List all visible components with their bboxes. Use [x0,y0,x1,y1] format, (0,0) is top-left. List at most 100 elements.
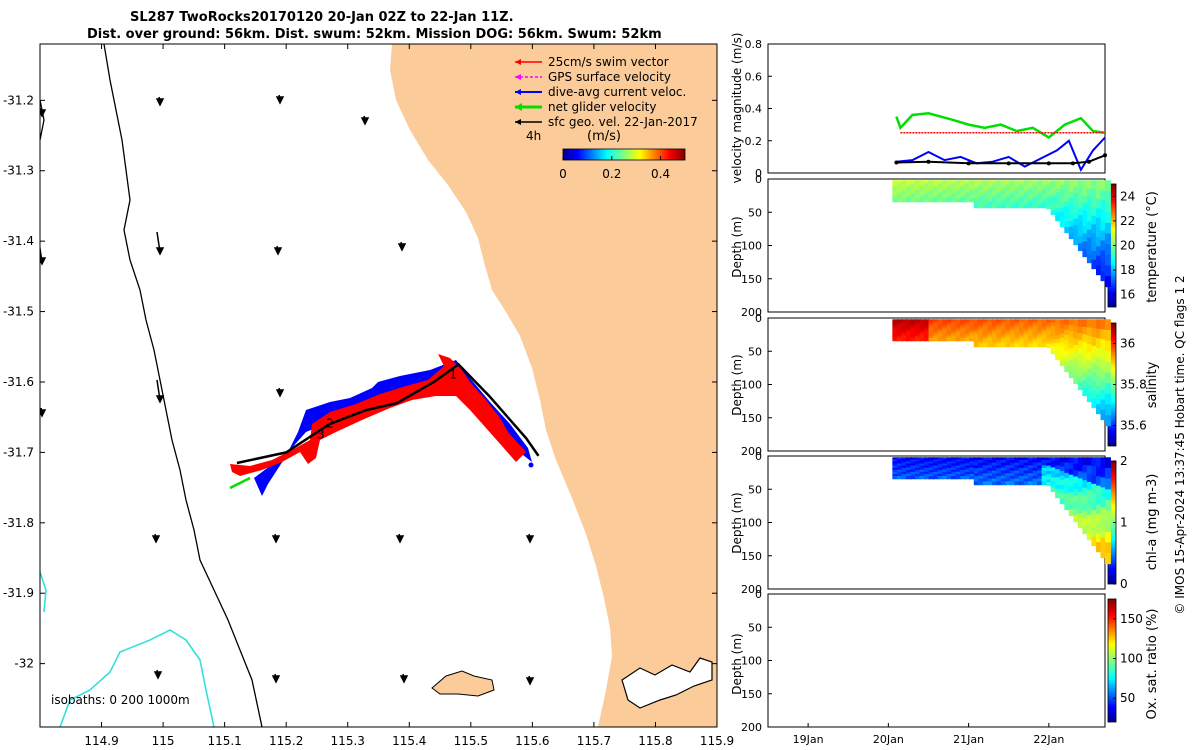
section-cell [1028,193,1035,198]
section-cell [1096,357,1102,367]
section-cell [915,459,921,463]
section-cell [1068,486,1075,494]
section-cell [1059,457,1066,463]
section-cell [1059,323,1066,330]
legend-item: GPS surface velocity [515,70,671,84]
section-cell [933,186,940,190]
section-cell [905,323,912,327]
section-cell [1023,324,1030,329]
section-cell [1064,472,1071,480]
section-cell [933,461,940,465]
section-cell [942,184,949,188]
section-cell [1091,198,1098,208]
section-cell [991,473,998,478]
y-tick-label: -31.7 [3,445,34,459]
section-cell [951,196,958,201]
section-cell [905,182,912,186]
section-cell [1059,466,1066,473]
section-cell [1032,340,1039,345]
section-cell [1055,469,1062,475]
section-cell [1050,474,1057,479]
section-cell [946,194,953,199]
current-arrowhead [275,389,285,398]
section-cell [978,196,985,201]
section-cell [982,470,989,475]
title-line2: Dist. over ground: 56km. Dist. swum: 52k… [87,27,662,42]
section-cell [1086,327,1093,337]
section-cell [964,188,971,192]
track-label: 3 [317,427,325,441]
section-cell [951,461,958,465]
section-cell [978,470,985,475]
section-cell [892,471,899,476]
section-cell [1005,332,1012,337]
section-cell [1068,342,1075,350]
section-cell [951,194,958,199]
section-cell [1086,237,1093,247]
section-cell [1073,237,1080,246]
section-cell [919,475,926,480]
section-cell [1041,475,1048,480]
section-cell [1100,527,1107,539]
section-cell [1086,531,1093,541]
section-cell [991,183,998,187]
section-cell [933,323,940,327]
velocity-point [926,159,931,164]
section-cell [1059,355,1066,362]
section-cell [1105,212,1111,224]
section-cell [1005,475,1012,480]
section-cell [1055,212,1062,218]
section-cell [942,457,949,461]
section-cell [1082,203,1089,212]
legend-item: sfc geo. vel. 22-Jan-2017 [515,115,698,129]
section-cell [896,325,903,329]
section-cell [928,190,935,195]
section-cell [1050,464,1057,469]
section-cell [1082,233,1089,242]
section-cell [1073,370,1080,378]
section-cell [946,325,953,329]
section-cell [901,335,908,340]
section-cell [919,467,926,472]
section-cell [1019,327,1025,332]
section-cell [1100,260,1107,272]
section-cell [960,461,967,465]
section-cell [964,180,971,184]
current-arrowhead [360,117,370,126]
section-cell [1100,240,1107,252]
section-cell [905,473,912,478]
section-cell [978,198,985,203]
section-cell [1055,335,1062,341]
section-cell [1046,202,1053,207]
section-cell [901,337,908,342]
section-cell [1100,319,1107,330]
section-cell [991,478,998,483]
section-cell [896,467,903,472]
section-cell [1005,460,1012,464]
section-cell [987,204,994,209]
section-cell [1059,221,1066,228]
section-cell [1028,335,1035,340]
section-cell [1091,510,1098,520]
section-cell [955,469,962,474]
section-cell [896,463,903,467]
section-cell [960,182,967,186]
section-cell [996,322,1003,326]
section-cell [901,194,908,199]
section-cell [1077,513,1084,522]
colorbar-tick-label: 35.8 [1120,378,1147,392]
section-cell [1028,332,1035,337]
section-cell [1037,473,1044,478]
section-cell [973,183,980,187]
section-cell [973,465,980,470]
section-cell [978,191,985,195]
section-cell [955,463,962,467]
section-cell [1010,473,1016,478]
section-cell [896,333,903,338]
section-cell [1050,322,1057,328]
section-cell [1046,468,1053,473]
section-cell [1028,457,1035,462]
section-cell [1100,467,1107,478]
